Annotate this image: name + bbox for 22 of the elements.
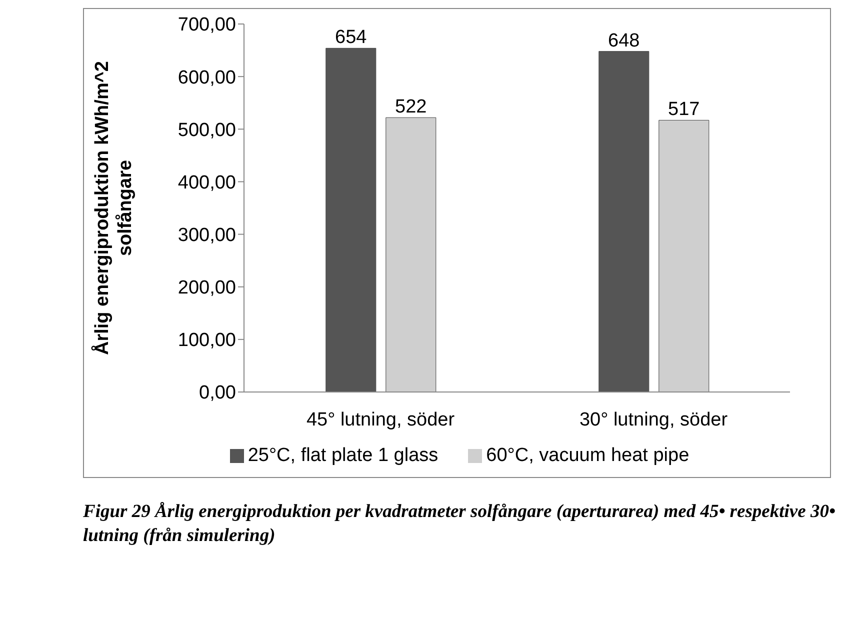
bar bbox=[598, 51, 650, 392]
y-tick-label: 400,00 bbox=[178, 172, 236, 194]
data-label: 654 bbox=[335, 27, 368, 48]
y-tick-label: 500,00 bbox=[178, 120, 236, 141]
y-tick-label: 300,00 bbox=[178, 225, 236, 246]
data-label: 517 bbox=[668, 99, 700, 120]
data-label: 648 bbox=[608, 30, 640, 52]
x-tick-label: 30° lutning, söder bbox=[579, 409, 728, 430]
y-axis-title: Årlig energiproduktion kWh/m^2 solfångare bbox=[91, 61, 136, 355]
data-label: 522 bbox=[395, 96, 427, 118]
text: Figur 29 Årlig energiproduktion per kvadratmeter solfångare (aperturarea) med 45• respektive 30• lutning (från simulering) bbox=[83, 501, 836, 548]
bar bbox=[326, 48, 376, 392]
bar bbox=[386, 117, 436, 392]
x-tick-label: 45° lutning, söder bbox=[306, 409, 456, 430]
legend-label: 60°C, vacuum heat pipe bbox=[486, 445, 690, 466]
y-tick-label: 0,00 bbox=[199, 382, 236, 404]
y-tick-label: 600,00 bbox=[178, 67, 236, 88]
legend-label: 25°C, flat plate 1 glass bbox=[248, 445, 438, 466]
y-tick-label: 200,00 bbox=[178, 278, 236, 299]
y-tick-label: 700,00 bbox=[178, 14, 236, 36]
y-tick-label: 100,00 bbox=[178, 330, 236, 352]
bar bbox=[658, 120, 710, 392]
